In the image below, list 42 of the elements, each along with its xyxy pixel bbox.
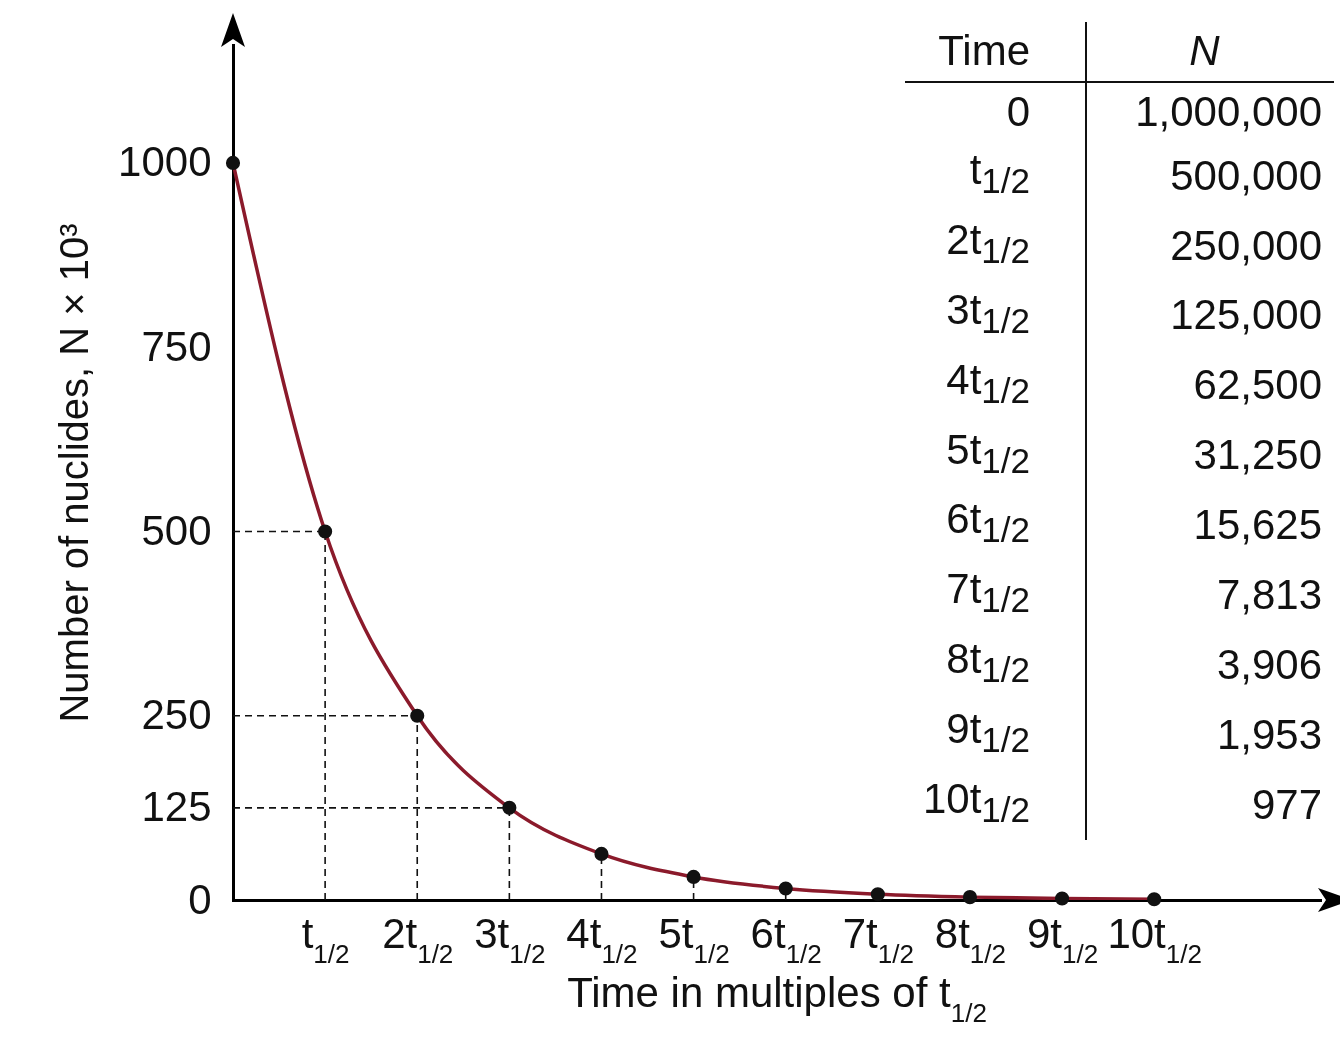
annotation: 62,500	[1192, 360, 1323, 411]
annotation: 15,625	[1192, 500, 1323, 551]
annotation: 6t$_{1/2}$	[905, 490, 1086, 561]
y-tick-label: 500	[141, 506, 212, 554]
y-tick-label: 750	[141, 322, 212, 370]
x-tick-label: 6t$_{1/2}$	[750, 909, 822, 969]
text: 7,813	[1216, 571, 1322, 619]
x-tick-label: 4t$_{1/2}$	[566, 909, 638, 969]
text: 3,906	[1216, 640, 1322, 688]
y-tick-label: 1000	[118, 138, 212, 186]
annotation: 31,250	[1192, 430, 1323, 481]
annotation: t$_{1/2}$	[905, 141, 1086, 211]
annotation: 9t$_{1/2}$	[905, 700, 1086, 771]
annotation: 1,000,000	[1134, 86, 1323, 137]
y-tick-label: 0	[188, 875, 212, 923]
text: 1,953	[1216, 710, 1322, 758]
x-tick-label: 7t$_{1/2}$	[842, 909, 914, 969]
annotation: Time	[905, 22, 1086, 82]
annotation: 7t$_{1/2}$	[905, 560, 1086, 631]
annotation: 0	[905, 81, 1086, 141]
annotation: 250,000	[1169, 220, 1323, 271]
y-tick-label: 125	[141, 783, 212, 831]
annotation: 8t$_{1/2}$	[905, 630, 1086, 701]
x-tick-label: 8t$_{1/2}$	[934, 909, 1007, 969]
annotation: N	[1086, 22, 1334, 82]
annotation: 10t$_{1/2}$	[905, 770, 1086, 840]
x-tick-label: 10t$_{1/2}$	[1107, 909, 1202, 969]
annotation: 125,000	[1169, 290, 1323, 341]
x-tick-label: 5t$_{1/2}$	[658, 909, 730, 969]
annotation: 4t$_{1/2}$	[905, 350, 1086, 421]
text: 977	[1251, 780, 1322, 828]
y-tick-label: 250	[141, 691, 212, 739]
y-axis-title: Number of nuclides, N × 10³	[52, 223, 97, 723]
x-axis-title: Time in multiples of t$_{1/2}$	[567, 968, 987, 1028]
x-tick-label: t$_{1/2}$	[301, 909, 350, 969]
x-tick-label: 9t$_{1/2}$	[1026, 909, 1099, 969]
x-tick-label: 2t$_{1/2}$	[382, 909, 454, 969]
x-tick-label: 3t$_{1/2}$	[474, 909, 546, 969]
annotation: 2t$_{1/2}$	[905, 210, 1086, 281]
annotation: 3t$_{1/2}$	[905, 280, 1086, 351]
annotation: 5t$_{1/2}$	[905, 420, 1086, 491]
annotation: 500,000	[1169, 150, 1323, 201]
